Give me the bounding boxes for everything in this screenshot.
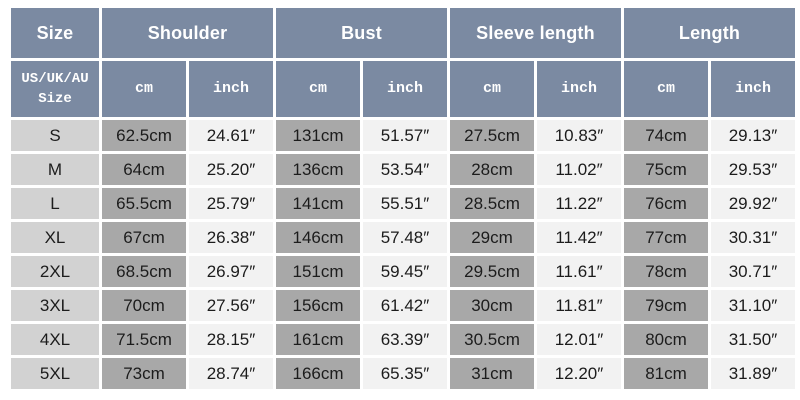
cm-value-cell: 141cm <box>276 188 360 219</box>
cm-value-cell: 136cm <box>276 154 360 185</box>
table-row: 3XL 70cm 27.56″ 156cm 61.42″ 30cm 11.81″ 79cm 31… <box>11 290 795 321</box>
header-shoulder: Shoulder <box>102 8 273 58</box>
inch-value-cell: 31.50″ <box>711 324 795 355</box>
table-row: 2XL 68.5cm 26.97″ 151cm 59.45″ 29.5cm 11.61″ 78… <box>11 256 795 287</box>
cm-value-cell: 29cm <box>450 222 534 253</box>
size-cell: 2XL <box>11 256 99 287</box>
cm-value-cell: 80cm <box>624 324 708 355</box>
unit-sleeve-inch: inch <box>537 61 621 117</box>
unit-sleeve-cm: cm <box>450 61 534 117</box>
cm-value-cell: 62.5cm <box>102 120 186 151</box>
cm-value-cell: 70cm <box>102 290 186 321</box>
cm-value-cell: 65.5cm <box>102 188 186 219</box>
cm-value-cell: 29.5cm <box>450 256 534 287</box>
inch-value-cell: 10.83″ <box>537 120 621 151</box>
inch-value-cell: 65.35″ <box>363 358 447 389</box>
inch-value-cell: 61.42″ <box>363 290 447 321</box>
inch-value-cell: 30.31″ <box>711 222 795 253</box>
header-size: Size <box>11 8 99 58</box>
inch-value-cell: 51.57″ <box>363 120 447 151</box>
inch-value-cell: 26.38″ <box>189 222 273 253</box>
size-cell: 4XL <box>11 324 99 355</box>
inch-value-cell: 29.53″ <box>711 154 795 185</box>
cm-value-cell: 77cm <box>624 222 708 253</box>
size-chart-container: Size Shoulder Bust Sleeve length Length … <box>8 5 798 392</box>
size-chart-body: S 62.5cm 24.61″ 131cm 51.57″ 27.5cm 10.83″ 74cm… <box>11 120 795 389</box>
size-cell: M <box>11 154 99 185</box>
table-row: M 64cm 25.20″ 136cm 53.54″ 28cm 11.02″ 75cm 29.5… <box>11 154 795 185</box>
size-cell: 3XL <box>11 290 99 321</box>
size-chart-table: Size Shoulder Bust Sleeve length Length … <box>8 5 798 392</box>
header-length: Length <box>624 8 795 58</box>
unit-bust-cm: cm <box>276 61 360 117</box>
cm-value-cell: 74cm <box>624 120 708 151</box>
inch-value-cell: 11.02″ <box>537 154 621 185</box>
unit-length-cm: cm <box>624 61 708 117</box>
inch-value-cell: 28.74″ <box>189 358 273 389</box>
cm-value-cell: 28.5cm <box>450 188 534 219</box>
cm-value-cell: 76cm <box>624 188 708 219</box>
inch-value-cell: 25.79″ <box>189 188 273 219</box>
unit-shoulder-inch: inch <box>189 61 273 117</box>
inch-value-cell: 57.48″ <box>363 222 447 253</box>
inch-value-cell: 29.92″ <box>711 188 795 219</box>
cm-value-cell: 75cm <box>624 154 708 185</box>
table-row: L 65.5cm 25.79″ 141cm 55.51″ 28.5cm 11.22″ 76cm… <box>11 188 795 219</box>
inch-value-cell: 29.13″ <box>711 120 795 151</box>
inch-value-cell: 11.22″ <box>537 188 621 219</box>
cm-value-cell: 27.5cm <box>450 120 534 151</box>
cm-value-cell: 78cm <box>624 256 708 287</box>
inch-value-cell: 28.15″ <box>189 324 273 355</box>
table-row: S 62.5cm 24.61″ 131cm 51.57″ 27.5cm 10.83″ 74cm… <box>11 120 795 151</box>
inch-value-cell: 24.61″ <box>189 120 273 151</box>
cm-value-cell: 156cm <box>276 290 360 321</box>
inch-value-cell: 55.51″ <box>363 188 447 219</box>
cm-value-cell: 64cm <box>102 154 186 185</box>
inch-value-cell: 12.20″ <box>537 358 621 389</box>
subheader-us-uk-au-size: US/UK/AU Size <box>11 61 99 117</box>
inch-value-cell: 31.10″ <box>711 290 795 321</box>
table-row: 4XL 71.5cm 28.15″ 161cm 63.39″ 30.5cm 12.01″ 80… <box>11 324 795 355</box>
header-bust: Bust <box>276 8 447 58</box>
unit-shoulder-cm: cm <box>102 61 186 117</box>
inch-value-cell: 12.01″ <box>537 324 621 355</box>
unit-length-inch: inch <box>711 61 795 117</box>
size-cell: XL <box>11 222 99 253</box>
inch-value-cell: 26.97″ <box>189 256 273 287</box>
cm-value-cell: 73cm <box>102 358 186 389</box>
header-sleeve-length: Sleeve length <box>450 8 621 58</box>
inch-value-cell: 30.71″ <box>711 256 795 287</box>
inch-value-cell: 63.39″ <box>363 324 447 355</box>
cm-value-cell: 30cm <box>450 290 534 321</box>
header-group-row: Size Shoulder Bust Sleeve length Length <box>11 8 795 58</box>
table-row: XL 67cm 26.38″ 146cm 57.48″ 29cm 11.42″ 77cm 30.… <box>11 222 795 253</box>
cm-value-cell: 28cm <box>450 154 534 185</box>
cm-value-cell: 81cm <box>624 358 708 389</box>
table-row: 5XL 73cm 28.74″ 166cm 65.35″ 31cm 12.20″ 81cm 31… <box>11 358 795 389</box>
cm-value-cell: 146cm <box>276 222 360 253</box>
cm-value-cell: 161cm <box>276 324 360 355</box>
inch-value-cell: 31.89″ <box>711 358 795 389</box>
inch-value-cell: 11.81″ <box>537 290 621 321</box>
inch-value-cell: 11.42″ <box>537 222 621 253</box>
cm-value-cell: 68.5cm <box>102 256 186 287</box>
size-cell: 5XL <box>11 358 99 389</box>
inch-value-cell: 11.61″ <box>537 256 621 287</box>
inch-value-cell: 59.45″ <box>363 256 447 287</box>
inch-value-cell: 27.56″ <box>189 290 273 321</box>
inch-value-cell: 25.20″ <box>189 154 273 185</box>
inch-value-cell: 53.54″ <box>363 154 447 185</box>
size-cell: S <box>11 120 99 151</box>
cm-value-cell: 131cm <box>276 120 360 151</box>
cm-value-cell: 67cm <box>102 222 186 253</box>
header-unit-row: US/UK/AU Size cm inch cm inch cm inch cm… <box>11 61 795 117</box>
size-cell: L <box>11 188 99 219</box>
cm-value-cell: 166cm <box>276 358 360 389</box>
cm-value-cell: 31cm <box>450 358 534 389</box>
cm-value-cell: 79cm <box>624 290 708 321</box>
cm-value-cell: 151cm <box>276 256 360 287</box>
cm-value-cell: 71.5cm <box>102 324 186 355</box>
unit-bust-inch: inch <box>363 61 447 117</box>
cm-value-cell: 30.5cm <box>450 324 534 355</box>
